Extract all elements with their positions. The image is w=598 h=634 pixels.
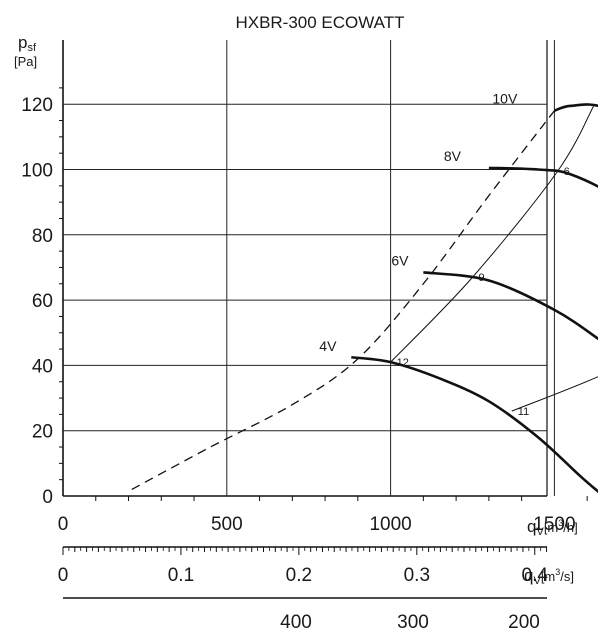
y-axis-label: psf <box>18 33 37 54</box>
x-tick-label: 500 <box>211 514 243 535</box>
y-axis-label-main: p <box>18 33 27 52</box>
y-axis-unit: [Pa] <box>14 54 37 69</box>
fan-curves <box>131 103 598 494</box>
fan-curve-10v <box>553 103 598 112</box>
max-boundary-dashed-line <box>131 110 555 491</box>
x2-tick-label: 0 <box>58 565 69 586</box>
x3-tick-label: 200 <box>508 612 540 633</box>
voltage-label: 10V <box>492 91 518 107</box>
chart-marks: 1471010V8V6V4V3691225811ηmax <box>319 91 570 418</box>
fan-curve-8v <box>488 166 598 189</box>
y-tick-label: 100 <box>21 161 53 182</box>
x3-tick-label: 300 <box>397 612 429 633</box>
y-tick-label: 120 <box>21 95 53 116</box>
x2-axis-label: qV[m3/s] <box>524 566 574 587</box>
y-tick-label: 60 <box>32 291 53 312</box>
y-axis-label-sub: sf <box>27 42 37 54</box>
system-line-1 <box>390 105 595 363</box>
chart-title: HXBR-300 ECOWATT <box>235 13 404 32</box>
y-tick-label: 40 <box>32 356 53 377</box>
grid: 0204060801001200500100015002000250000.10… <box>21 40 588 633</box>
x-tick-label: 1000 <box>369 514 411 535</box>
y-tick-label: 20 <box>32 422 53 443</box>
x2-tick-label: 0.3 <box>404 565 430 586</box>
x2-axis-unit-pre: [m <box>541 569 555 584</box>
x-axis-label-sub: V <box>536 526 544 538</box>
x2-axis-label-sub: V <box>533 575 541 587</box>
operating-point-label: 6 <box>564 166 570 178</box>
fan-curve-6v <box>423 271 598 341</box>
system-line-2 <box>511 376 598 412</box>
x-tick-label: 1500 <box>533 514 575 535</box>
y-tick-label: 80 <box>32 226 53 247</box>
operating-point-label: 12 <box>397 357 409 369</box>
x2-axis-label-main: q <box>524 566 533 585</box>
y-tick-label: 0 <box>42 487 53 508</box>
x-axis-unit-pre: [m <box>544 520 558 535</box>
voltage-label: 4V <box>319 338 337 354</box>
voltage-label: 6V <box>391 252 409 268</box>
x2-tick-label: 0.1 <box>168 565 194 586</box>
operating-point-label: 11 <box>518 406 529 418</box>
x-axis-label: qV[m3/h] <box>527 517 578 538</box>
x2-tick-label: 0.2 <box>286 565 312 586</box>
x2-axis-unit-post: /s] <box>560 569 574 584</box>
voltage-label: 8V <box>444 148 462 164</box>
fan-curve-4v <box>351 355 598 494</box>
x2-axis-unit-sup: 3 <box>555 567 560 577</box>
x2-tick-label: 0.4 <box>522 565 549 586</box>
x-axis-unit-sup: 3 <box>558 518 563 528</box>
x-axis-unit-post: /h] <box>563 520 577 535</box>
x3-tick-label: 400 <box>280 612 312 633</box>
operating-point-label: 9 <box>479 272 485 284</box>
x-axis-label-main: q <box>527 517 536 536</box>
x-tick-label: 0 <box>58 514 69 535</box>
